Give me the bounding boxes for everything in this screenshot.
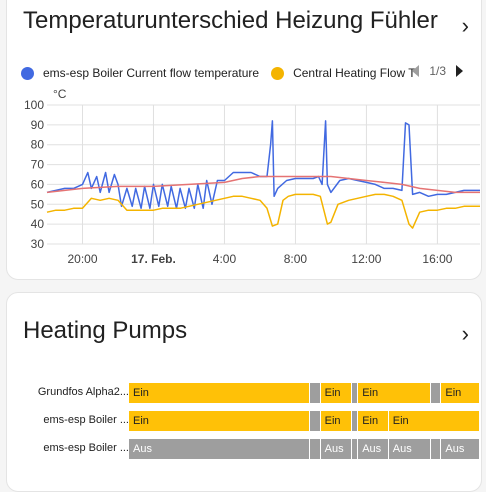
line-chart[interactable]: 30 40 50 60 70 80 90 100 20:00 17. Feb. 4:00 8:00 12… — [7, 0, 482, 280]
timeline-row: ems-esp Boiler ... Ein Ein Ein Ein — [7, 411, 481, 431]
timeline-row-label: ems-esp Boiler ... — [43, 414, 129, 426]
timeline-segment[interactable] — [429, 439, 441, 459]
pager-next-icon[interactable] — [456, 65, 463, 77]
timeline-segment[interactable]: Ein — [387, 411, 479, 431]
timeline-segment[interactable]: Aus — [319, 439, 352, 459]
legend-dot-icon — [271, 66, 285, 80]
legend-item-heating-flow[interactable]: Central Heating Flow T — [271, 66, 416, 80]
timeline-segment[interactable] — [309, 439, 320, 459]
y-tick-label: 100 — [24, 98, 44, 112]
timeline-segment[interactable]: Ein — [319, 383, 352, 403]
timeline-segment[interactable]: Ein — [128, 411, 310, 431]
timeline-row: ems-esp Boiler ... Aus Aus Aus Aus Aus — [7, 439, 481, 459]
timeline-row-label: Grundfos Alpha2... — [37, 386, 129, 398]
pager-count: 1/3 — [429, 64, 446, 78]
x-tick-label: 16:00 — [422, 252, 452, 266]
timeline-segment[interactable] — [351, 383, 358, 403]
timeline-segment[interactable] — [309, 383, 320, 403]
pumps-card-title[interactable]: Heating Pumps — [23, 317, 188, 344]
y-tick-label: 30 — [31, 237, 45, 251]
y-tick-label: 50 — [31, 197, 45, 211]
timeline-segment[interactable]: Ein — [440, 383, 479, 403]
y-tick-label: 60 — [31, 177, 45, 191]
chart-card: Temperaturunterschied Heizung Fühler › e… — [6, 0, 482, 280]
x-tick-label: 8:00 — [284, 252, 308, 266]
x-tick-label: 17. Feb. — [131, 252, 176, 266]
x-tick-label: 4:00 — [213, 252, 237, 266]
pumps-card: Heating Pumps › Grundfos Alpha2... Ein Ein… — [6, 292, 482, 492]
timeline-segment[interactable] — [429, 383, 441, 403]
legend-label: Central Heating Flow T — [293, 66, 416, 80]
timeline-segment[interactable]: Aus — [440, 439, 479, 459]
chart-card-title[interactable]: Temperaturunterschied Heizung Fühler — [23, 7, 438, 34]
x-tick-label: 20:00 — [67, 252, 97, 266]
y-tick-label: 40 — [31, 217, 45, 231]
pager-prev-icon[interactable] — [412, 65, 420, 77]
series-line-1 — [46, 193, 480, 229]
legend-item-flow-temp[interactable]: ems-esp Boiler Current flow temperature — [21, 66, 259, 80]
series-line-0 — [46, 120, 480, 210]
timeline-row: Grundfos Alpha2... Ein Ein Ein Ein — [7, 383, 481, 403]
y-unit-label: °C — [53, 87, 67, 101]
timeline-segment[interactable] — [309, 411, 320, 431]
legend-label: ems-esp Boiler Current flow temperature — [43, 66, 260, 80]
y-tick-label: 90 — [31, 118, 45, 132]
timeline-segment[interactable] — [351, 411, 358, 431]
y-tick-label: 80 — [31, 138, 45, 152]
chart-legend: ems-esp Boiler Current flow temperature … — [21, 64, 428, 82]
timeline-segment[interactable] — [351, 439, 358, 459]
timeline-segment[interactable]: Ein — [128, 383, 310, 403]
legend-dot-icon — [21, 66, 34, 80]
timeline-row-label: ems-esp Boiler ... — [43, 442, 129, 454]
chevron-right-icon[interactable]: › — [461, 13, 469, 38]
timeline-segment[interactable]: Aus — [357, 439, 388, 459]
series-line-2 — [46, 175, 480, 194]
timeline-segment[interactable]: Ein — [319, 411, 352, 431]
chevron-right-icon[interactable]: › — [461, 321, 469, 346]
x-tick-label: 12:00 — [351, 252, 381, 266]
y-tick-label: 70 — [31, 158, 45, 172]
timeline-segment[interactable]: Aus — [128, 439, 310, 459]
timeline-segment[interactable]: Aus — [387, 439, 430, 459]
legend-pager: 1/3 — [412, 64, 463, 78]
timeline-segment[interactable]: Ein — [357, 383, 430, 403]
timeline-segment[interactable]: Ein — [357, 411, 388, 431]
